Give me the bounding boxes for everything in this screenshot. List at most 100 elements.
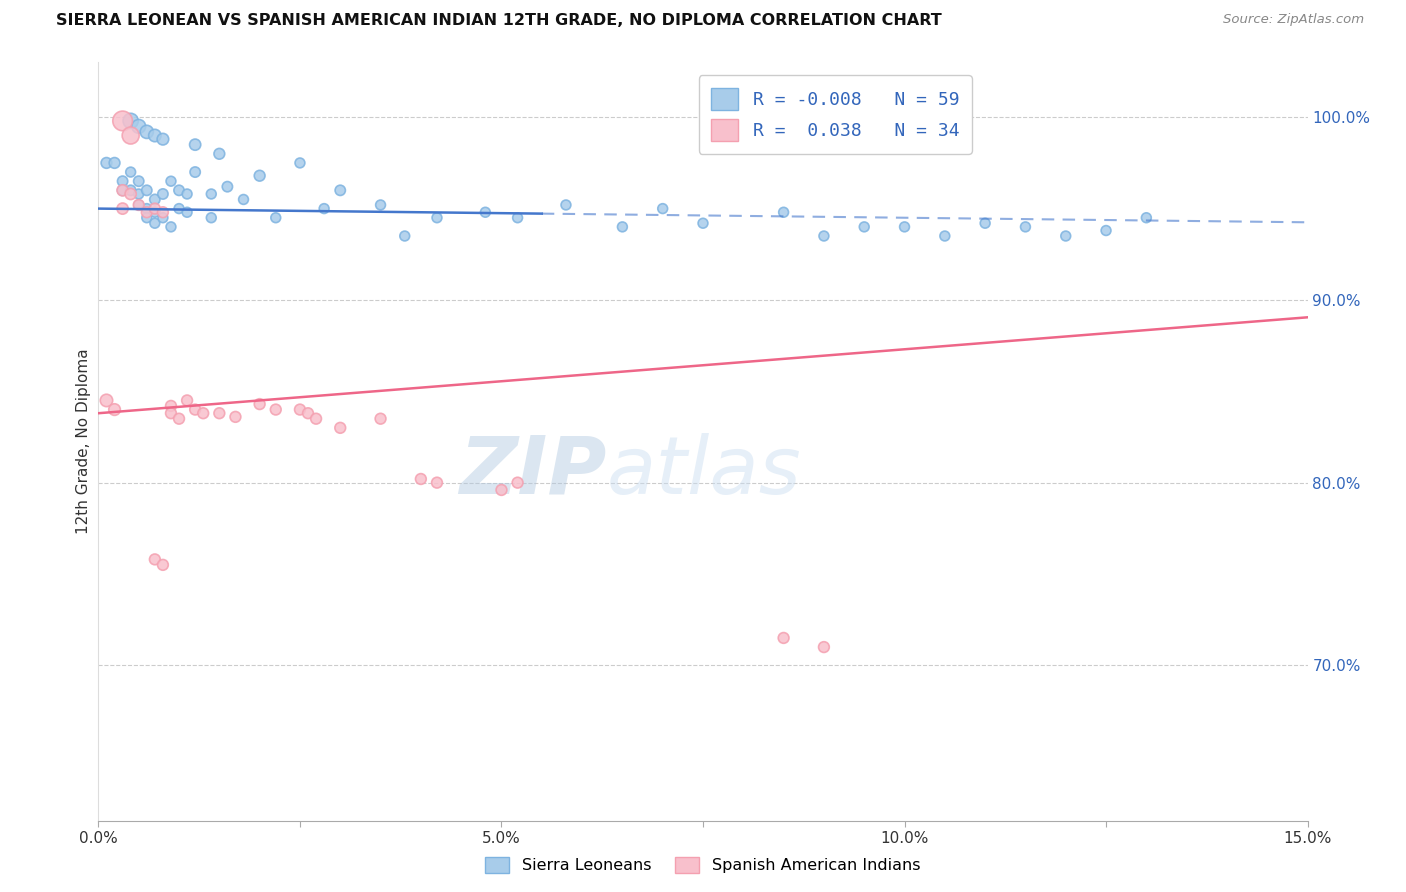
Point: [651, 202, 673, 216]
Point: [288, 402, 311, 417]
Point: [103, 402, 125, 417]
Point: [111, 183, 134, 197]
Point: [176, 205, 198, 219]
Point: [143, 552, 166, 566]
Point: [152, 211, 174, 225]
Point: [934, 229, 956, 244]
Point: [152, 558, 174, 572]
Point: [200, 186, 222, 201]
Point: [974, 216, 997, 230]
Point: [184, 402, 207, 417]
Point: [135, 205, 157, 219]
Point: [111, 174, 134, 188]
Text: ZIP: ZIP: [458, 433, 606, 511]
Point: [249, 169, 271, 183]
Point: [128, 174, 150, 188]
Point: [329, 183, 352, 197]
Point: [160, 399, 183, 413]
Point: [1135, 211, 1157, 225]
Point: [249, 397, 271, 411]
Point: [426, 211, 449, 225]
Point: [128, 198, 150, 212]
Point: [426, 475, 449, 490]
Point: [305, 411, 328, 425]
Point: [193, 406, 215, 420]
Point: [217, 179, 239, 194]
Point: [853, 219, 876, 234]
Point: [135, 202, 157, 216]
Point: [555, 198, 578, 212]
Point: [103, 156, 125, 170]
Point: [135, 125, 157, 139]
Point: [135, 211, 157, 225]
Point: [370, 411, 392, 425]
Point: [506, 211, 529, 225]
Point: [409, 472, 432, 486]
Point: [128, 120, 150, 134]
Point: [232, 193, 254, 207]
Point: [120, 183, 142, 197]
Point: [394, 229, 416, 244]
Legend: R = -0.008   N = 59, R =  0.038   N = 34: R = -0.008 N = 59, R = 0.038 N = 34: [699, 75, 972, 153]
Point: [297, 406, 319, 420]
Point: [370, 198, 392, 212]
Point: [893, 219, 915, 234]
Point: [612, 219, 634, 234]
Point: [1014, 219, 1036, 234]
Point: [143, 216, 166, 230]
Point: [152, 132, 174, 146]
Point: [143, 205, 166, 219]
Point: [813, 640, 835, 654]
Point: [160, 174, 183, 188]
Point: [143, 193, 166, 207]
Point: [772, 205, 794, 219]
Point: [692, 216, 714, 230]
Point: [184, 165, 207, 179]
Legend: Sierra Leoneans, Spanish American Indians: Sierra Leoneans, Spanish American Indian…: [479, 850, 927, 880]
Point: [167, 411, 190, 425]
Point: [224, 409, 246, 424]
Point: [143, 128, 166, 143]
Point: [128, 198, 150, 212]
Point: [1095, 223, 1118, 237]
Point: [264, 402, 287, 417]
Point: [506, 475, 529, 490]
Text: atlas: atlas: [606, 433, 801, 511]
Point: [288, 156, 311, 170]
Point: [772, 631, 794, 645]
Point: [264, 211, 287, 225]
Point: [329, 421, 352, 435]
Point: [208, 406, 231, 420]
Point: [176, 186, 198, 201]
Y-axis label: 12th Grade, No Diploma: 12th Grade, No Diploma: [76, 349, 91, 534]
Point: [314, 202, 336, 216]
Point: [1054, 229, 1077, 244]
Point: [208, 146, 231, 161]
Point: [167, 202, 190, 216]
Point: [111, 202, 134, 216]
Point: [200, 211, 222, 225]
Point: [143, 202, 166, 216]
Point: [491, 483, 513, 497]
Point: [160, 219, 183, 234]
Point: [120, 128, 142, 143]
Point: [135, 183, 157, 197]
Point: [96, 393, 118, 408]
Point: [474, 205, 496, 219]
Point: [184, 137, 207, 152]
Point: [128, 186, 150, 201]
Point: [160, 406, 183, 420]
Text: SIERRA LEONEAN VS SPANISH AMERICAN INDIAN 12TH GRADE, NO DIPLOMA CORRELATION CHA: SIERRA LEONEAN VS SPANISH AMERICAN INDIA…: [56, 13, 942, 29]
Point: [152, 186, 174, 201]
Point: [176, 393, 198, 408]
Point: [111, 183, 134, 197]
Point: [96, 156, 118, 170]
Point: [120, 165, 142, 179]
Text: Source: ZipAtlas.com: Source: ZipAtlas.com: [1223, 13, 1364, 27]
Point: [152, 205, 174, 219]
Point: [120, 114, 142, 128]
Point: [120, 186, 142, 201]
Point: [813, 229, 835, 244]
Point: [111, 114, 134, 128]
Point: [167, 183, 190, 197]
